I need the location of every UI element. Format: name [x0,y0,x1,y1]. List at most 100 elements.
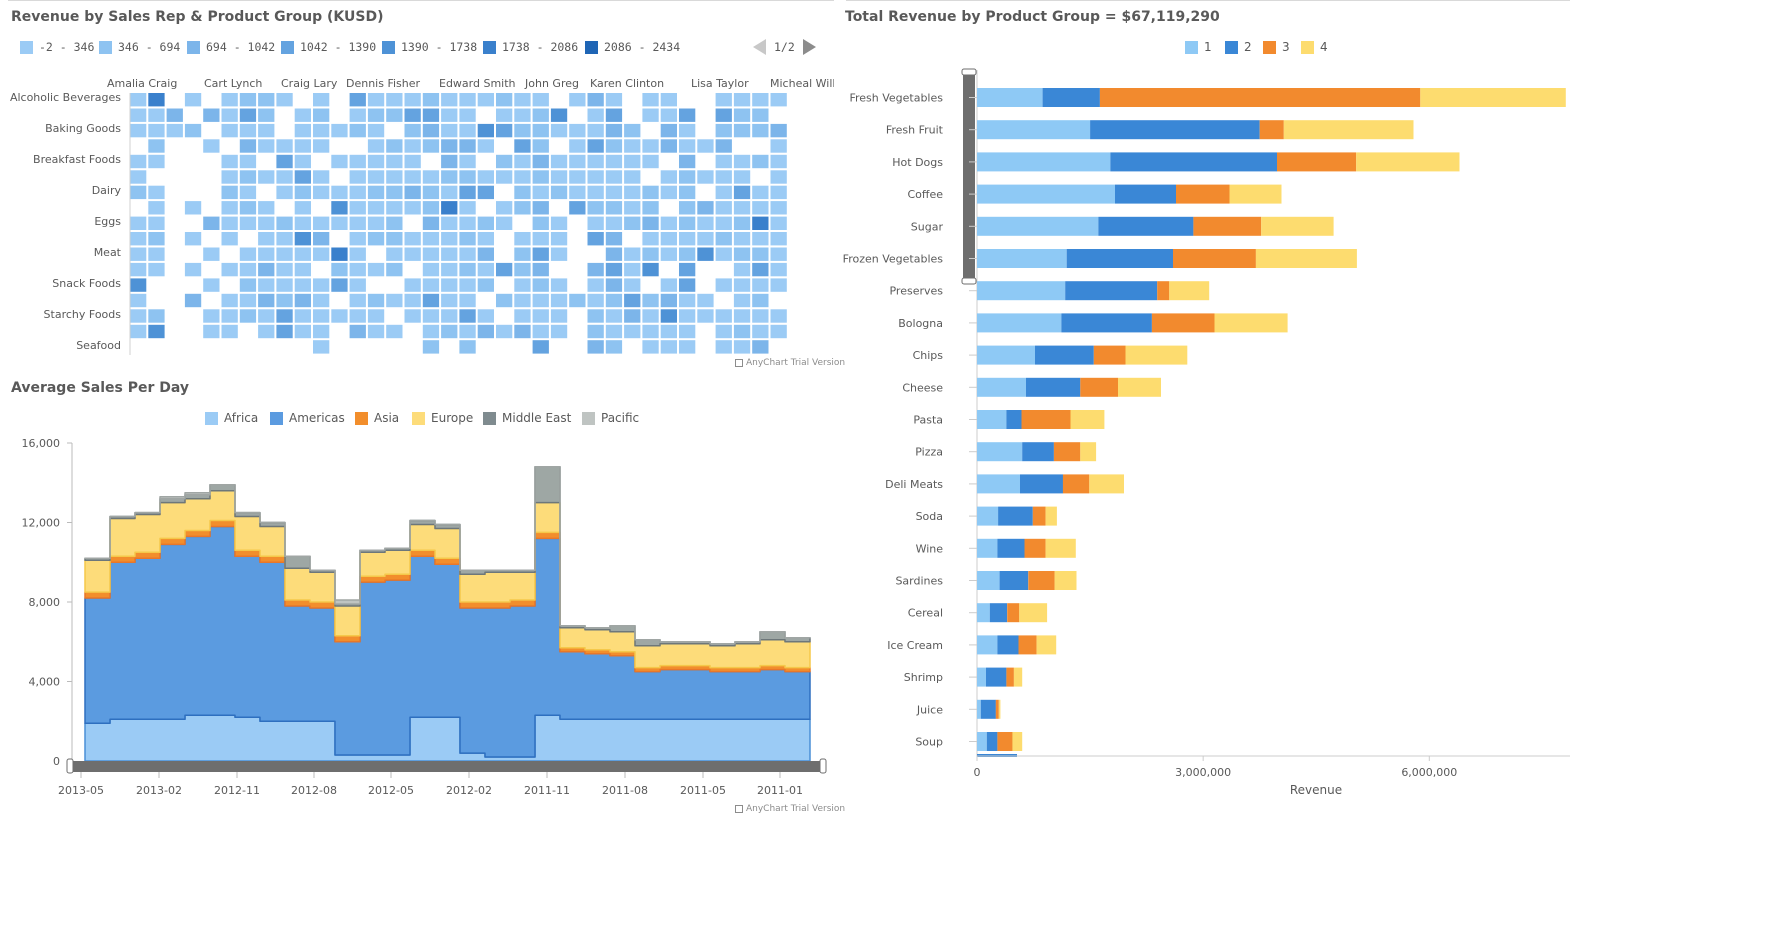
heatmap-cell[interactable] [514,108,531,122]
heatmap-cell[interactable] [130,154,147,169]
heatmap-cell[interactable] [367,201,385,215]
heatmap-cell[interactable] [239,108,257,122]
bar-segment-1[interactable] [977,152,1111,172]
heatmap-cell[interactable] [587,324,604,339]
bar-segment-1[interactable] [977,571,1000,590]
heatmap-cell[interactable] [733,262,751,277]
heatmap-cell[interactable] [715,154,732,169]
heatmap-cell[interactable] [148,216,165,230]
bar-segment-1[interactable] [977,88,1043,107]
heatmap-cell[interactable] [550,309,568,323]
heatmap-cell[interactable] [459,170,476,184]
heatmap-cell[interactable] [221,293,238,308]
heatmap-cell[interactable] [276,93,293,107]
heatmap-cell[interactable] [148,139,165,153]
heatmap-cell[interactable] [514,278,531,292]
heatmap-cell[interactable] [715,185,732,200]
heatmap-cell[interactable] [532,309,549,323]
heatmap-cell[interactable] [679,201,696,215]
heatmap-cell[interactable] [624,185,641,200]
heatmap-cell[interactable] [752,93,769,107]
heatmap-cell[interactable] [441,232,458,246]
heatmap-cell[interactable] [514,262,531,277]
heatmap-cell[interactable] [587,108,604,122]
previous-page-icon[interactable] [753,39,766,55]
bar-segment-4[interactable] [1019,603,1048,623]
heatmap-cell[interactable] [752,154,769,169]
heatmap-cell[interactable] [605,185,623,200]
heatmap-cell[interactable] [349,170,366,184]
heatmap-cell[interactable] [148,108,165,122]
heatmap-cell[interactable] [349,93,366,107]
heatmap-cell[interactable] [294,154,311,169]
heatmap-cell[interactable] [477,170,494,184]
heatmap-cell[interactable] [404,93,421,107]
heatmap-cell[interactable] [642,324,659,339]
heatmap-cell[interactable] [404,278,421,292]
bar-segment-3[interactable] [1018,635,1037,655]
heatmap-cell[interactable] [459,262,476,277]
heatmap-cell[interactable] [422,123,440,138]
heatmap-cell[interactable] [477,278,494,292]
heatmap-cell[interactable] [587,170,604,184]
heatmap-cell[interactable] [386,216,403,230]
heatmap-cell[interactable] [624,154,641,169]
heatmap-cell[interactable] [441,93,458,107]
heatmap-cell[interactable] [770,185,787,200]
heatmap-cell[interactable] [605,262,623,277]
heatmap-cell[interactable] [660,123,677,138]
heatmap-cell[interactable] [496,93,513,107]
heatmap-cell[interactable] [130,324,147,339]
heatmap-cell[interactable] [386,154,403,169]
heatmap-cell[interactable] [624,262,641,277]
heatmap-cell[interactable] [550,293,568,308]
heatmap-cell[interactable] [752,278,769,292]
heatmap-cell[interactable] [605,154,623,169]
bar-segment-4[interactable] [1054,571,1077,590]
heatmap-cell[interactable] [770,262,787,277]
heatmap-cell[interactable] [605,216,623,230]
vertical-scrollbar[interactable] [963,72,975,281]
heatmap-cell[interactable] [697,139,714,153]
heatmap-cell[interactable] [459,123,476,138]
heatmap-cell[interactable] [532,262,549,277]
heatmap-cell[interactable] [532,278,549,292]
heatmap-cell[interactable] [752,185,769,200]
heatmap-cell[interactable] [715,309,732,323]
heatmap-cell[interactable] [605,93,623,107]
heatmap-cell[interactable] [733,201,751,215]
heatmap-cell[interactable] [367,170,385,184]
heatmap-cell[interactable] [715,108,732,122]
heatmap-cell[interactable] [459,139,476,153]
heatmap-cell[interactable] [642,93,659,107]
heatmap-cell[interactable] [404,108,421,122]
heatmap-cell[interactable] [733,108,751,122]
heatmap-cell[interactable] [184,93,202,107]
heatmap-cell[interactable] [624,247,641,261]
heatmap-cell[interactable] [441,170,458,184]
bar-segment-2[interactable] [986,732,998,751]
bar-segment-2[interactable] [1006,410,1022,429]
bar-segment-4[interactable] [1261,216,1334,236]
heatmap-cell[interactable] [294,324,311,339]
heatmap-cell[interactable] [605,201,623,215]
area-series-africa[interactable] [84,714,811,762]
heatmap-cell[interactable] [752,247,769,261]
heatmap-cell[interactable] [184,201,202,215]
heatmap-cell[interactable] [422,216,440,230]
bar-segment-3[interactable] [1176,184,1230,204]
heatmap-cell[interactable] [642,201,659,215]
bar-segment-2[interactable] [1035,345,1094,365]
heatmap-cell[interactable] [148,123,165,138]
heatmap-cell[interactable] [148,201,165,215]
heatmap-cell[interactable] [349,108,366,122]
area-legend-item[interactable]: Pacific [582,411,639,425]
heatmap-cell[interactable] [733,293,751,308]
heatmap-cell[interactable] [294,123,311,138]
heatmap-cell[interactable] [367,232,385,246]
heatmap-cell[interactable] [276,170,293,184]
heatmap-cell[interactable] [587,293,604,308]
heatmap-cell[interactable] [715,340,732,354]
heatmap-cell[interactable] [422,247,440,261]
heatmap-cell[interactable] [386,324,403,339]
